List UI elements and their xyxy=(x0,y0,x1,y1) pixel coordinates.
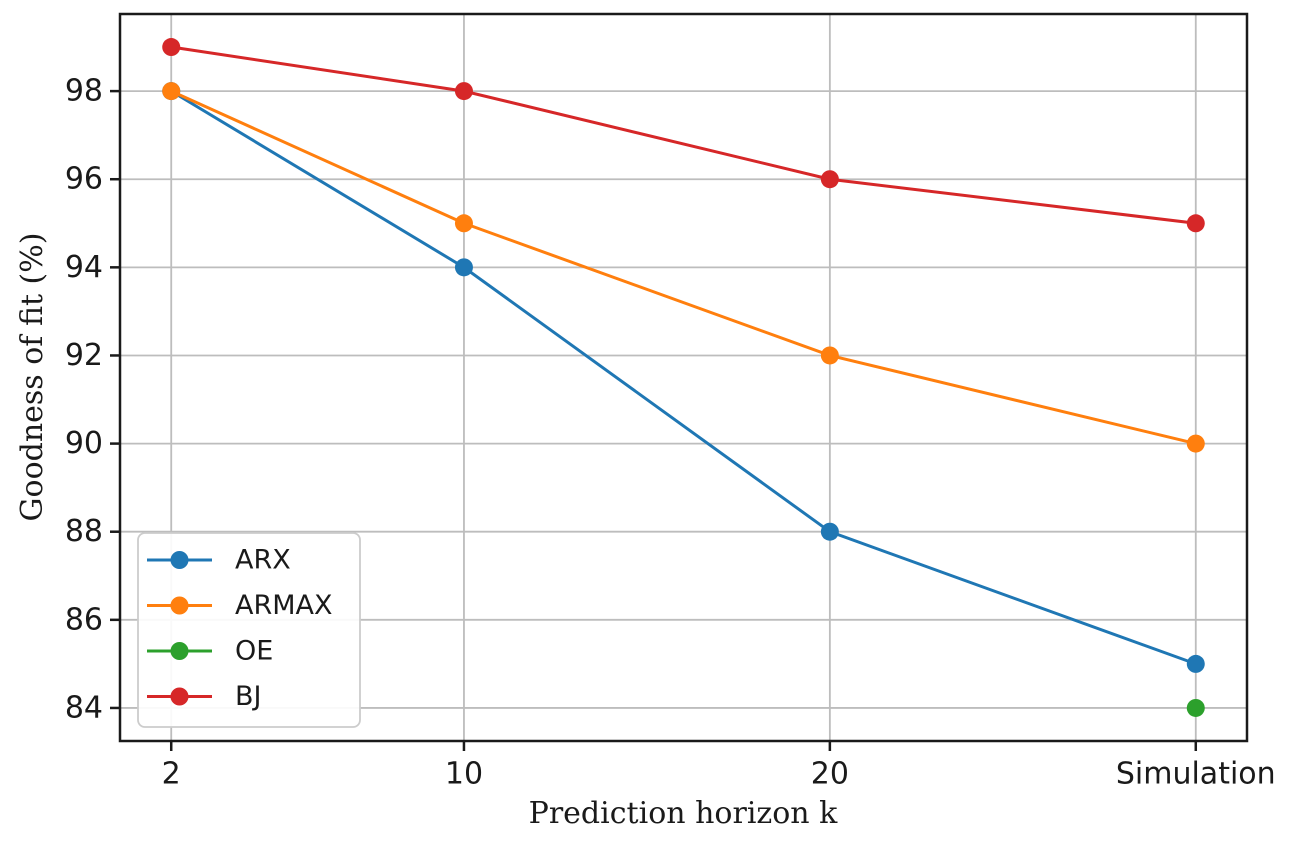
axis-ticks: 84 86 88 90 92 94 96 98 2 10 20 Simulation xyxy=(65,74,1276,792)
data-point-ARX-94 xyxy=(454,258,473,277)
series-line-ARMAX xyxy=(170,89,1197,446)
legend-label-OE: OE xyxy=(235,636,273,667)
data-point-ARMAX-98 xyxy=(162,82,181,101)
data-point-ARMAX-95 xyxy=(454,214,473,233)
y-tick-label-90: 90 xyxy=(65,426,103,461)
legend: ARX ARMAX OE BJ xyxy=(137,532,361,728)
data-point-BJ-98 xyxy=(454,82,473,101)
y-tick-label-86: 86 xyxy=(65,602,103,637)
y-tick-label-92: 92 xyxy=(65,338,103,373)
legend-label-ARX: ARX xyxy=(235,545,291,576)
data-point-ARMAX-90 xyxy=(1186,434,1205,453)
x-tick-label-10: 10 xyxy=(445,757,483,792)
data-point-ARX-85 xyxy=(1186,654,1205,673)
series-line-BJ xyxy=(171,45,1196,225)
legend-box xyxy=(137,532,361,728)
data-series-layer xyxy=(162,38,1205,717)
series-line-ARX xyxy=(170,89,1197,666)
legend-label-ARMAX: ARMAX xyxy=(235,590,333,621)
legend-label-BJ: BJ xyxy=(235,681,262,712)
data-point-OE-84 xyxy=(1186,698,1205,717)
x-tick-label-20: 20 xyxy=(811,757,849,792)
legend-marker-ARX xyxy=(170,551,189,569)
y-tick-label-96: 96 xyxy=(65,162,103,197)
y-axis-label: Goodness of fit (%) xyxy=(15,233,50,522)
plot-border xyxy=(118,12,1249,743)
data-point-BJ-99 xyxy=(162,38,181,57)
x-axis-label: Prediction horizon k xyxy=(529,796,838,831)
legend-marker-BJ xyxy=(170,687,189,706)
data-point-BJ-95 xyxy=(1186,214,1205,233)
y-tick-label-88: 88 xyxy=(65,514,103,549)
x-tick-label-Simulation: Simulation xyxy=(1116,757,1276,792)
x-tick-label-2: 2 xyxy=(162,757,181,792)
legend-marker-ARMAX xyxy=(170,596,189,615)
legend-marker-OE xyxy=(170,642,189,660)
data-point-ARX-88 xyxy=(820,522,839,541)
data-point-ARMAX-92 xyxy=(820,346,839,365)
data-point-BJ-96 xyxy=(820,170,839,189)
y-tick-label-98: 98 xyxy=(65,74,103,109)
y-tick-label-84: 84 xyxy=(65,690,103,725)
y-tick-label-94: 94 xyxy=(65,250,103,285)
